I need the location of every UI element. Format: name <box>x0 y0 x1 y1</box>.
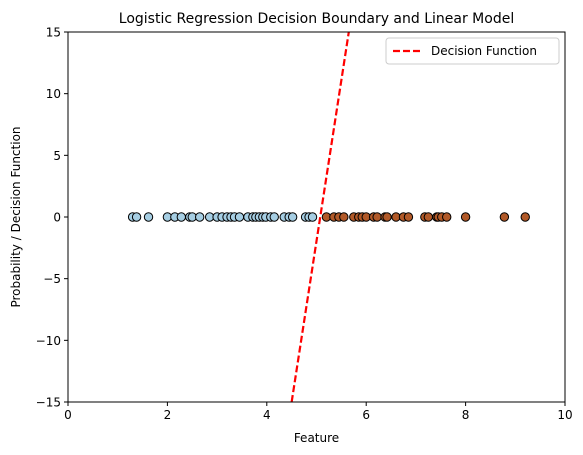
class-0-point <box>287 212 298 222</box>
class-1-point <box>520 212 530 222</box>
class-1-point <box>382 212 392 222</box>
y-tick-label: 5 <box>53 149 61 163</box>
y-tick-label: −5 <box>43 272 61 286</box>
x-tick-label: 4 <box>263 408 271 422</box>
class-0-point <box>176 212 187 222</box>
y-axis-label: Probability / Decision Function <box>9 126 23 307</box>
x-tick-label: 6 <box>362 408 370 422</box>
class-0-point <box>307 212 318 222</box>
class-1-point <box>442 212 452 222</box>
legend-label-decision-function: Decision Function <box>431 44 537 58</box>
class-0-point <box>269 212 279 222</box>
class-0-point <box>131 212 142 222</box>
x-tick-label: 2 <box>164 408 172 422</box>
y-tick-label: 10 <box>46 87 61 101</box>
y-axis-ticks: −15 −10 −5 0 5 10 15 <box>36 26 68 410</box>
x-axis-ticks: 0 2 4 6 8 10 <box>64 402 573 422</box>
y-tick-label: 0 <box>53 211 61 225</box>
class-1-point <box>372 212 382 222</box>
class-1-point <box>499 212 510 222</box>
x-tick-label: 0 <box>64 408 72 422</box>
class-0-point <box>143 212 154 222</box>
y-tick-label: −10 <box>36 334 61 348</box>
x-axis-label: Feature <box>294 431 339 445</box>
decision-function-line <box>290 32 350 402</box>
legend-box <box>385 37 560 65</box>
y-tick-label: 15 <box>46 26 61 40</box>
class-0-point <box>234 212 245 222</box>
plot-marks <box>127 32 530 402</box>
class-1-point <box>403 212 414 222</box>
x-tick-label: 10 <box>557 408 572 422</box>
chart-title: Logistic Regression Decision Boundary an… <box>119 11 514 27</box>
class-0-point <box>195 212 205 222</box>
legend: Decision Function <box>385 37 560 65</box>
y-tick-label: −15 <box>36 396 61 410</box>
class-1-point <box>460 212 471 222</box>
x-tick-label: 8 <box>462 408 470 422</box>
class-1-point <box>423 212 434 222</box>
class-1-point <box>339 212 349 222</box>
